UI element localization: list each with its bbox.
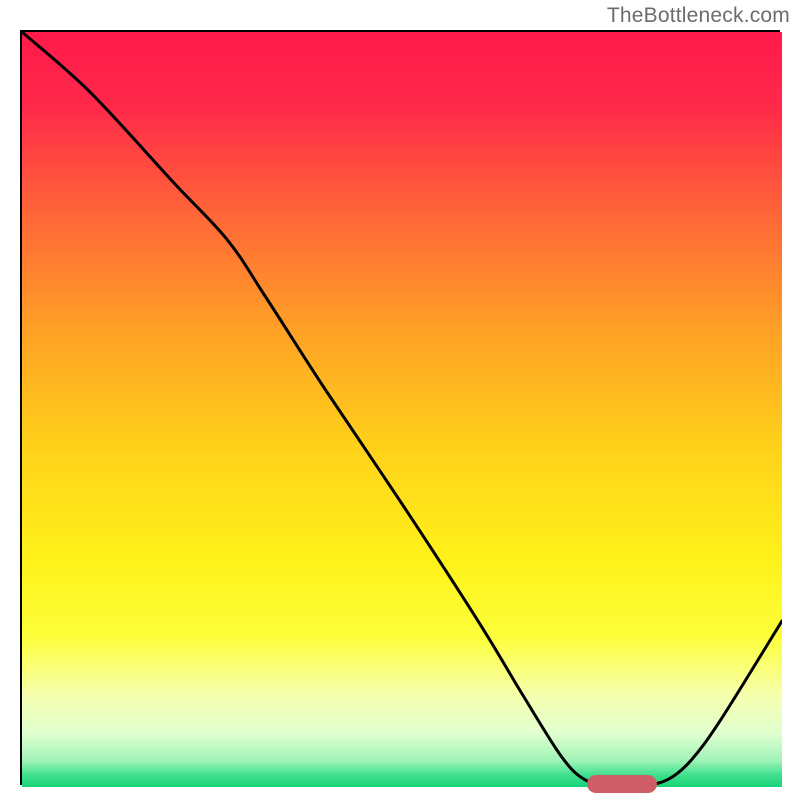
watermark-text: TheBottleneck.com: [607, 4, 790, 28]
optimal-range-marker: [587, 775, 657, 793]
chart-gradient-background: [22, 32, 782, 787]
chart-plot-area: [20, 30, 780, 785]
stage: TheBottleneck.com: [0, 0, 800, 800]
